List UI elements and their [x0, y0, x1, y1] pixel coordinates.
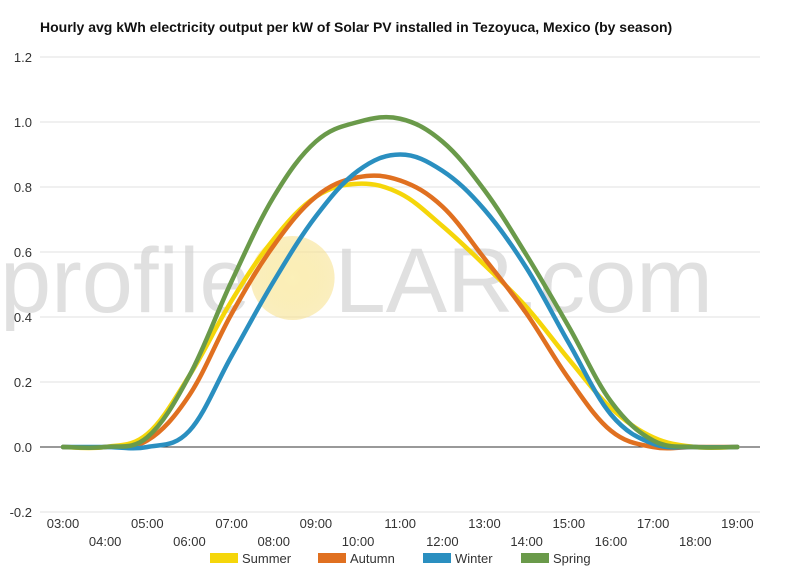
- legend-swatch-spring: [521, 553, 549, 563]
- legend-swatch-autumn: [318, 553, 346, 563]
- x-tick-label: 07:00: [215, 516, 248, 531]
- legend-label-autumn: Autumn: [350, 551, 395, 566]
- x-tick-label: 10:00: [342, 534, 375, 549]
- legend: Summer Autumn Winter Spring: [210, 551, 591, 566]
- x-tick-label: 18:00: [679, 534, 712, 549]
- x-tick-label: 16:00: [595, 534, 628, 549]
- legend-label-spring: Spring: [553, 551, 591, 566]
- y-tick-label: -0.2: [10, 505, 32, 520]
- x-tick-label: 04:00: [89, 534, 122, 549]
- series-line-spring: [60, 114, 740, 451]
- y-tick-label: 0.0: [14, 440, 32, 455]
- y-tick-label: 0.6: [14, 245, 32, 260]
- x-tick-label: 08:00: [257, 534, 290, 549]
- x-tick-label: 14:00: [510, 534, 543, 549]
- y-tick-label: 1.2: [14, 50, 32, 65]
- watermark-text-left: profile: [0, 230, 251, 332]
- x-tick-label: 09:00: [300, 516, 333, 531]
- legend-label-summer: Summer: [242, 551, 292, 566]
- x-tick-label: 19:00: [721, 516, 754, 531]
- chart-title: Hourly avg kWh electricity output per kW…: [40, 19, 673, 35]
- x-tick-label: 06:00: [173, 534, 206, 549]
- y-tick-label: 1.0: [14, 115, 32, 130]
- y-tick-label: 0.8: [14, 180, 32, 195]
- x-tick-label: 12:00: [426, 534, 459, 549]
- legend-swatch-winter: [423, 553, 451, 563]
- legend-label-winter: Winter: [455, 551, 493, 566]
- watermark: profile LAR.com: [0, 230, 713, 332]
- legend-swatch-summer: [210, 553, 238, 563]
- x-tick-label: 11:00: [384, 516, 416, 531]
- x-tick-label: 17:00: [637, 516, 670, 531]
- series-line-winter: [60, 152, 740, 451]
- watermark-sun-logo: [250, 236, 335, 320]
- x-tick-label: 13:00: [468, 516, 501, 531]
- y-tick-label: 0.2: [14, 375, 32, 390]
- x-tick-label: 05:00: [131, 516, 164, 531]
- series-line-autumn: [60, 173, 740, 451]
- x-tick-label: 03:00: [47, 516, 80, 531]
- series-lines: [60, 114, 740, 451]
- axes: -0.2 0.0 0.2 0.4 0.6 0.8 1.0 1.2 03:00 04:00 05:00…: [10, 50, 760, 549]
- y-tick-label: 0.4: [14, 310, 32, 325]
- x-tick-label: 15:00: [553, 516, 586, 531]
- watermark-text-right: LAR.com: [335, 230, 713, 332]
